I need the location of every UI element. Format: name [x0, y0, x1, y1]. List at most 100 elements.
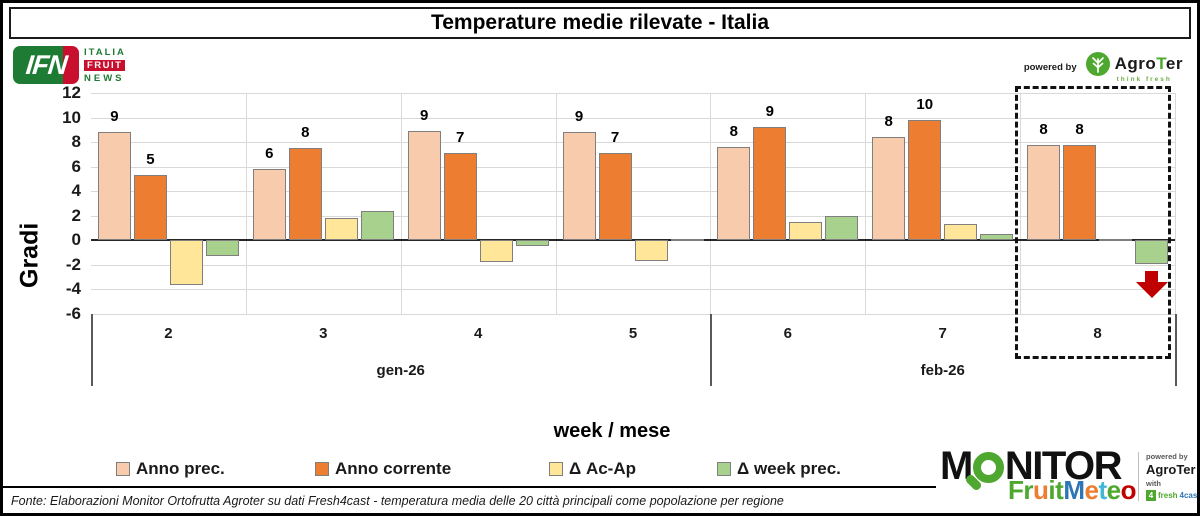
bar-anno-prec: [407, 131, 441, 241]
y-gridline: [91, 289, 1175, 291]
bar-value-label: 8: [1039, 120, 1048, 138]
powered-by-agroter: powered by AgroTer think fresh: [1024, 51, 1183, 83]
bar-delta-week-prec: [205, 240, 239, 257]
bar-delta-week-prec: [1135, 240, 1169, 264]
x-axis-title: week / mese: [553, 420, 671, 442]
fruitmeteo-letter: o: [1120, 475, 1137, 505]
x-gridline: [245, 93, 247, 314]
ifn-logo: IFN ITALIA FRUIT NEWS: [13, 46, 126, 84]
y-tick-label: 10: [62, 107, 81, 127]
x-gridline: [555, 93, 557, 314]
x-tick-label: 5: [628, 325, 638, 342]
title-box: Temperature medie rilevate - Italia: [9, 7, 1191, 39]
bar-anno-corrente: [1063, 144, 1097, 241]
y-tick-label: -2: [65, 254, 81, 274]
monitor-wordmark: M NITOR: [940, 446, 1123, 492]
bar-value-label: 8: [729, 123, 739, 141]
x-gridline: [710, 93, 712, 314]
fruitmeteo-wordmark: FruitMeteo: [1008, 476, 1136, 504]
y-gridline: [91, 93, 1175, 94]
y-tick-label: -4: [65, 279, 81, 299]
legend-item: Δ Ac-Ap: [549, 459, 636, 479]
fruitmeteo-letter: i: [1048, 475, 1056, 505]
bar-delta-week-prec: [515, 240, 549, 247]
fresh4cast-logo: 4 fresh 4cast: [1146, 490, 1197, 501]
x-gridline: [865, 93, 867, 314]
bar-value-label: 9: [419, 107, 429, 125]
ifn-abbr: IFN: [24, 49, 68, 80]
y-gridline: [91, 264, 1175, 266]
fruitmeteo-letter: e: [1106, 475, 1121, 505]
fruitmeteo-letter: F: [1008, 475, 1024, 505]
fruitmeteo-letter: u: [1033, 475, 1049, 505]
bar-delta-ac-ap: [479, 240, 513, 263]
y-gridline: [91, 314, 1175, 315]
bar-delta-week-prec: [360, 210, 394, 241]
agroter-tree-icon: [1085, 52, 1110, 76]
y-gridline: [91, 117, 1175, 119]
x-gridline: [1175, 93, 1176, 314]
bar-delta-ac-ap: [634, 240, 668, 262]
legend-item: Anno prec.: [116, 459, 225, 479]
ifn-badge-icon: IFN: [13, 46, 79, 84]
trend-down-arrow-icon: [1135, 270, 1168, 298]
y-gridline: [91, 142, 1175, 144]
fresh4cast-square-icon: 4: [1146, 490, 1156, 501]
month-separator: [710, 314, 712, 386]
bar-delta-ac-ap: [944, 224, 978, 241]
bar-anno-prec: [562, 132, 596, 241]
monitor-fruitmeteo-logo: M NITOR FruitMeteo powered by AgroTer wi…: [936, 444, 1197, 513]
magnifier-icon: [964, 451, 1004, 492]
bar-value-label: 6: [265, 145, 274, 163]
x-tick-label: 4: [473, 325, 483, 342]
agroter-tagline: think fresh: [1116, 76, 1172, 83]
y-gridline: [91, 215, 1175, 217]
bar-delta-ac-ap: [1099, 239, 1133, 242]
bar-delta-week-prec: [825, 215, 859, 241]
legend-item: Δ week prec.: [717, 459, 841, 479]
fruitmeteo-letter: t: [1098, 475, 1107, 505]
month-group-label: gen-26: [376, 362, 425, 379]
bar-value-label: 8: [301, 124, 310, 142]
bar-value-label: 8: [1075, 120, 1084, 138]
ifn-wordmark: ITALIA FRUIT NEWS: [84, 46, 126, 84]
bar-value-label: 8: [884, 113, 893, 131]
bar-value-label: 9: [574, 108, 584, 126]
x-axis-line: [91, 239, 1175, 242]
agroter-brand: AgroTer think fresh: [1085, 51, 1183, 83]
legend-label: Anno corrente: [335, 459, 452, 478]
bar-anno-corrente: [133, 175, 167, 241]
y-tick-label: 4: [71, 181, 81, 201]
legend-swatch-icon: [116, 462, 130, 476]
bar-anno-corrente: [908, 120, 942, 241]
bar-value-label: 7: [455, 129, 465, 147]
legend-swatch-icon: [315, 462, 329, 476]
current-week-highlight-box: [1015, 86, 1171, 359]
bar-value-label: 10: [916, 96, 934, 113]
fruitmeteo-letter: t: [1055, 475, 1064, 505]
monitor-powered-by-label: powered by: [1146, 452, 1188, 461]
legend-label: Anno prec.: [136, 459, 225, 478]
bar-delta-ac-ap: [324, 218, 358, 241]
bar-value-label: 7: [610, 129, 620, 147]
legend-label: Δ week prec.: [737, 459, 841, 478]
source-note: Fonte: Elaborazioni Monitor Ortofrutta A…: [11, 493, 784, 508]
powered-by-label: powered by: [1023, 61, 1077, 73]
bar-anno-prec: [1027, 144, 1061, 241]
bar-anno-prec: [252, 169, 286, 241]
bar-value-label: 9: [765, 103, 775, 121]
bar-anno-prec: [872, 137, 906, 241]
x-tick-label: 6: [783, 325, 793, 342]
monitor-with-label: with: [1146, 479, 1161, 488]
ifn-line-italia: ITALIA: [84, 47, 126, 58]
x-tick-label: 2: [164, 325, 173, 342]
ifn-line-fruit: FRUIT: [84, 60, 126, 71]
legend-label: Δ Ac-Ap: [569, 459, 636, 478]
bar-anno-corrente: [753, 127, 787, 241]
bar-delta-ac-ap: [789, 221, 823, 241]
page-title: Temperature medie rilevate - Italia: [430, 11, 770, 34]
bar-delta-week-prec: [980, 234, 1014, 241]
bar-anno-prec: [717, 147, 751, 241]
x-gridline: [400, 93, 402, 314]
